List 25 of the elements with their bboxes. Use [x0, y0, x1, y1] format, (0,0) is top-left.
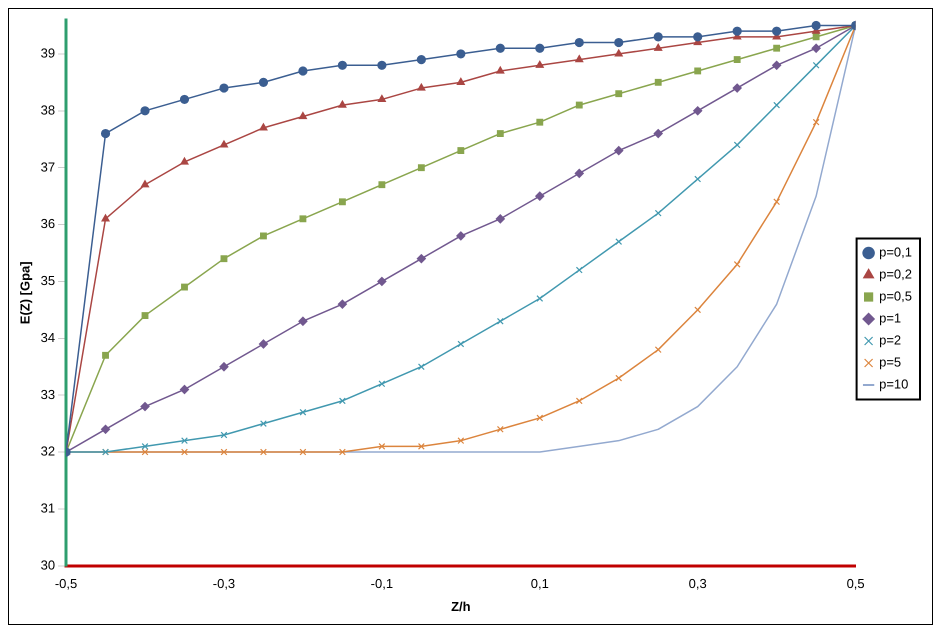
y-tick-label: 38 [40, 102, 56, 118]
legend-label: p=0,2 [879, 266, 912, 282]
y-tick-label: 30 [40, 557, 56, 572]
x-tick-label: 0,1 [530, 576, 549, 592]
legend-label: p=0,1 [879, 244, 912, 260]
legend-label: p=5 [879, 354, 902, 370]
y-tick-label: 39 [40, 46, 56, 61]
y-axis-title: E(Z) [Gpa] [17, 261, 32, 324]
y-tick-label: 32 [40, 444, 56, 459]
x-tick-label: -0,5 [54, 576, 78, 592]
legend-label: p=2 [879, 332, 902, 348]
legend-label: p=1 [879, 310, 902, 326]
y-tick-label: 36 [40, 216, 56, 232]
y-tick-label: 35 [40, 273, 56, 288]
legend-label: p=0,5 [879, 288, 912, 304]
y-tick-label: 34 [40, 330, 56, 345]
legend-label: p=10 [879, 376, 908, 392]
y-tick-label: 33 [40, 386, 56, 402]
x-tick-label: -0,1 [370, 576, 394, 592]
x-tick-label: 0,3 [688, 576, 707, 592]
y-tick-label: 31 [40, 500, 56, 516]
x-tick-label: 0,5 [846, 576, 865, 592]
x-axis-title: Z/h [451, 598, 471, 614]
x-tick-label: -0,3 [212, 576, 236, 592]
y-tick-label: 37 [40, 159, 56, 174]
